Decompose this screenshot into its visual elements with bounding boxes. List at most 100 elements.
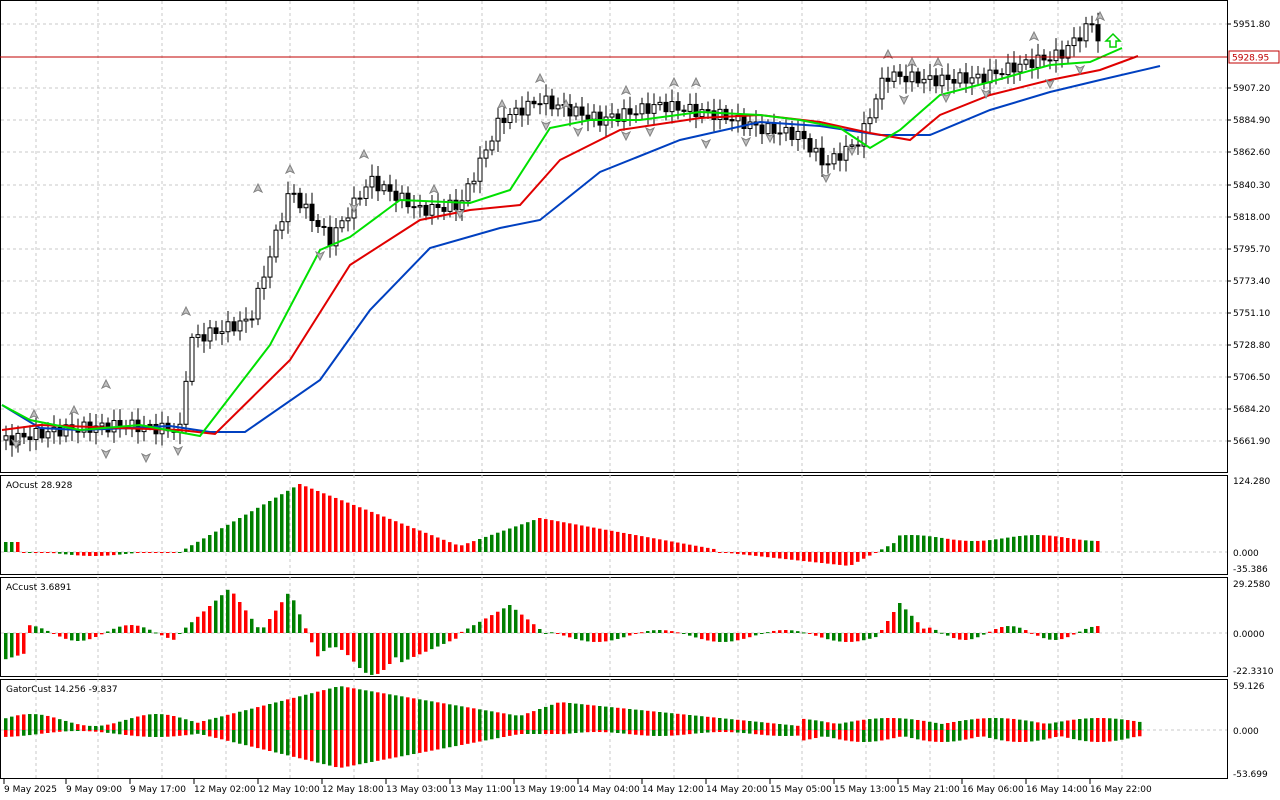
ac-bar xyxy=(856,633,860,642)
gator-bar-down xyxy=(64,730,68,732)
ao-bar xyxy=(916,535,920,552)
ac-bar xyxy=(1030,632,1034,634)
ac-bar xyxy=(310,633,314,643)
ac-bar xyxy=(244,610,248,633)
gator-bar-down xyxy=(1102,730,1106,742)
candle-body xyxy=(729,119,735,122)
ao-bar xyxy=(856,552,860,562)
ac-bar xyxy=(538,629,542,633)
gator-bar-down xyxy=(862,730,866,742)
gator-bar-up xyxy=(358,689,362,730)
ac-bar xyxy=(352,633,356,662)
ac-bar xyxy=(748,633,752,638)
gator-bar-down xyxy=(388,730,392,759)
fractal-down-icon xyxy=(572,126,584,138)
gator-bar-down xyxy=(622,730,626,734)
candle-body xyxy=(669,101,675,113)
ao-bar xyxy=(928,536,932,552)
gator-bar-up xyxy=(46,715,50,730)
fractal-down-icon xyxy=(740,136,752,148)
gator-bar-up xyxy=(1054,722,1058,730)
gator-bar-up xyxy=(994,718,998,730)
gator-bar-down xyxy=(730,730,734,733)
ac-bar xyxy=(370,633,374,675)
candle-body xyxy=(3,435,9,441)
candle-body xyxy=(393,190,399,201)
gator-bar-down xyxy=(640,730,644,736)
gator-bar-up xyxy=(592,705,596,730)
candle-body xyxy=(615,113,621,122)
ac-bar xyxy=(1054,633,1058,640)
gator-axis-zero: 0.000 xyxy=(1233,727,1259,737)
candle-body xyxy=(1083,23,1089,42)
ao-bar xyxy=(1090,540,1094,552)
ac-bar xyxy=(226,589,230,633)
ac-bar xyxy=(286,593,290,633)
ao-bar xyxy=(232,521,236,552)
candle-body xyxy=(1089,23,1095,26)
gator-bar-down xyxy=(106,730,110,733)
gator-bar-down xyxy=(280,730,284,754)
gator-bar-up xyxy=(640,710,644,730)
gator-bar-down xyxy=(526,730,530,734)
ac-bar xyxy=(214,600,218,633)
candle-body xyxy=(429,203,435,216)
gator-bar-down xyxy=(202,730,206,735)
ao-bar xyxy=(1048,535,1052,552)
time-label: 12 May 02:00 xyxy=(194,785,256,795)
gator-bar-down xyxy=(928,730,932,742)
gator-bar-up xyxy=(76,724,80,730)
gator-bar-down xyxy=(154,730,158,737)
gator-bar-up xyxy=(460,706,464,730)
ac-bar xyxy=(502,608,506,633)
ao-label: AOcust 28.928 xyxy=(6,481,73,491)
gator-bar-up xyxy=(196,722,200,730)
alligator-lines xyxy=(1,47,1161,438)
ac-bar xyxy=(478,621,482,633)
ao-bar xyxy=(70,552,74,555)
ac-bar xyxy=(292,600,296,633)
ao-bar xyxy=(922,535,926,552)
gator-bar-up xyxy=(574,703,578,730)
gator-bar-down xyxy=(892,730,896,739)
candle-body xyxy=(1029,59,1035,68)
ao-bar xyxy=(46,552,50,553)
candle-body xyxy=(663,101,669,113)
candle-body xyxy=(465,183,471,202)
fractal-down-icon xyxy=(348,202,360,214)
candle-body xyxy=(585,114,591,120)
ac-bar xyxy=(682,633,686,634)
ac-label: ACcust 3.6891 xyxy=(6,583,72,593)
gator-bar-up xyxy=(430,701,434,730)
gator-bar-down xyxy=(604,730,608,733)
gator-bar-down xyxy=(130,730,134,736)
gator-bar-up xyxy=(694,715,698,730)
ao-bar xyxy=(82,552,86,556)
candle-body xyxy=(1011,62,1017,73)
ac-bar xyxy=(1048,633,1052,640)
ac-bar xyxy=(328,633,332,648)
ao-bar xyxy=(508,528,512,552)
ao-bar xyxy=(388,518,392,552)
gator-bar-up xyxy=(160,714,164,730)
ac-axis-top: 29.2580 xyxy=(1233,580,1270,590)
ao-bar xyxy=(514,526,518,552)
ao-bar xyxy=(796,552,800,561)
ao-bar xyxy=(898,535,902,552)
gator-bar-up xyxy=(814,720,818,730)
gator-bar-down xyxy=(562,730,566,735)
gator-bar-up xyxy=(1132,720,1136,730)
fractal-up-icon xyxy=(1028,30,1040,42)
candle-body xyxy=(189,336,195,382)
gator-bar-down xyxy=(964,730,968,740)
candle-body xyxy=(381,184,387,192)
candle-body xyxy=(537,103,543,106)
gator-bar-up xyxy=(1042,723,1046,730)
ao-bar xyxy=(628,534,632,552)
ac-bar xyxy=(826,633,830,640)
gator-bar-down xyxy=(316,730,320,763)
ao-bar xyxy=(220,528,224,552)
gator-bar-down xyxy=(724,730,728,733)
gator-bar-down xyxy=(826,730,830,737)
